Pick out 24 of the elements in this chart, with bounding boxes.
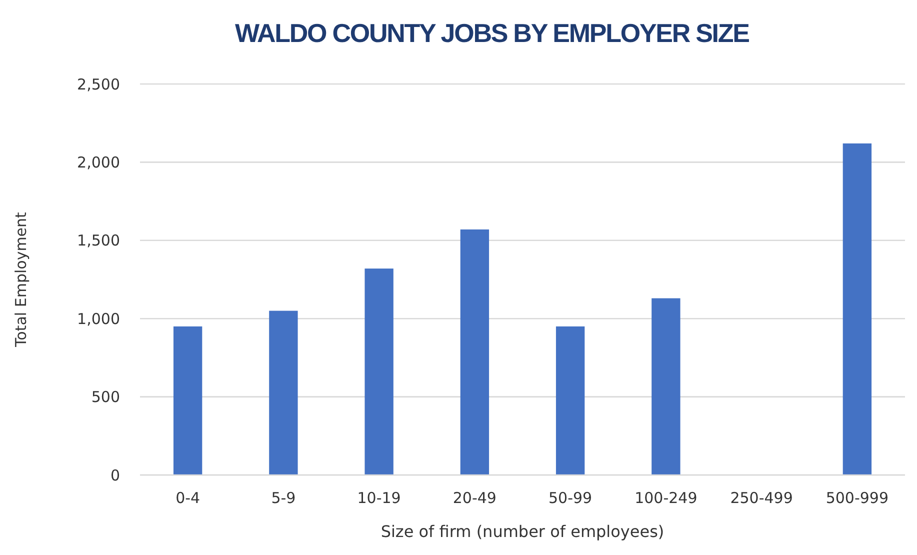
x-tick-label: 250-499 [730,489,793,507]
y-axis-title: Total Employment [12,212,30,348]
x-tick-label: 50-99 [548,489,592,507]
y-tick-label: 1,500 [77,232,120,250]
x-tick-label: 100-249 [634,489,698,507]
bar [364,268,394,475]
x-axis-title: Size of firm (number of employees) [380,522,664,541]
x-tick-label: 0-4 [176,489,200,507]
x-tick-label: 500-999 [826,489,889,507]
x-tick-label: 10-19 [357,489,401,507]
bar [842,143,872,475]
bar [556,326,585,475]
y-tick-label: 0 [110,466,120,484]
chart-title: WALDO COUNTY JOBS BY EMPLOYER SIZE [235,18,750,48]
y-tick-label: 500 [91,388,120,406]
bar [652,298,680,475]
x-tick-label: 5-9 [271,489,296,507]
y-tick-label: 2,500 [77,75,120,94]
bar [173,326,202,475]
bar [460,229,490,475]
bar [269,310,298,475]
x-tick-label: 20-49 [452,489,496,507]
y-tick-label: 1,000 [77,310,120,328]
y-tick-label: 2,000 [77,153,120,172]
